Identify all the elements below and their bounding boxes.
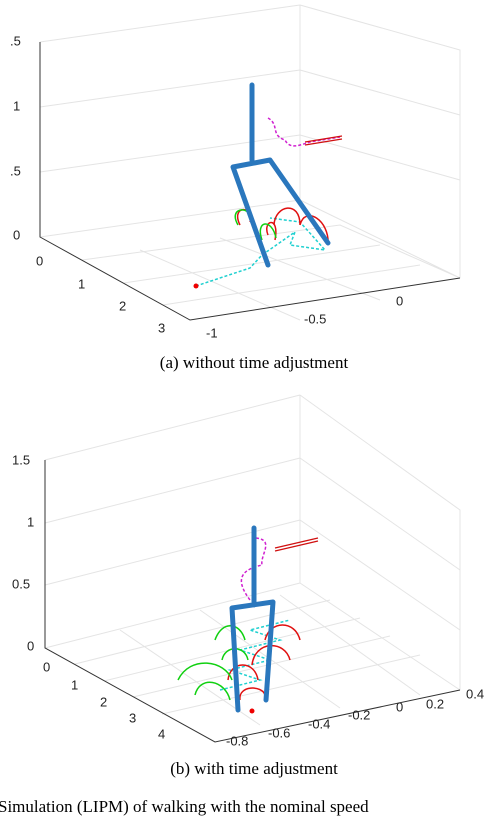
com-path bbox=[240, 537, 267, 601]
caption: (a) without time adjustment bbox=[160, 353, 349, 372]
y-tick: -0.4 bbox=[308, 716, 330, 731]
z-tick: 0.5 bbox=[12, 576, 30, 591]
robot bbox=[230, 82, 331, 268]
y-tick: 0.4 bbox=[466, 686, 484, 701]
grid bbox=[39, 4, 461, 321]
zmp-path bbox=[195, 217, 327, 287]
y-tick: 0.2 bbox=[426, 696, 444, 711]
zmp-path bbox=[219, 619, 291, 691]
com-path bbox=[267, 117, 341, 147]
z-tick: 0 bbox=[27, 638, 34, 653]
y-tick: -0.2 bbox=[348, 707, 370, 722]
figure-a: .5 1 .5 0 0 1 2 3 -1 -0.5 0 (a) without … bbox=[10, 4, 461, 372]
y-tick: 0 bbox=[396, 293, 403, 308]
figure-b: 1.5 1 0.5 0 0 1 2 3 4 -0.8 -0.6 -0.4 -0.… bbox=[12, 394, 484, 778]
caption: (b) with time adjustment bbox=[170, 759, 338, 778]
swing-green bbox=[177, 625, 249, 701]
robot bbox=[229, 525, 276, 713]
z-tick: 1 bbox=[27, 514, 34, 529]
y-tick: -0.8 bbox=[226, 733, 248, 748]
z-tick: .5 bbox=[10, 163, 21, 178]
arrow bbox=[274, 537, 319, 552]
z-tick: 0 bbox=[13, 227, 20, 242]
x-tick: 3 bbox=[158, 320, 165, 335]
x-tick: 2 bbox=[100, 694, 107, 709]
y-tick: -0.5 bbox=[304, 311, 326, 326]
y-tick: 0 bbox=[396, 699, 403, 714]
y-tick: -1 bbox=[206, 325, 218, 340]
arrow bbox=[304, 135, 343, 146]
x-tick: 4 bbox=[158, 726, 165, 741]
z-tick: .5 bbox=[10, 33, 21, 48]
x-tick: 1 bbox=[78, 276, 85, 291]
axes bbox=[39, 42, 461, 321]
axes bbox=[44, 460, 461, 743]
start bbox=[249, 708, 255, 714]
x-tick: 2 bbox=[119, 298, 126, 313]
z-tick: 1.5 bbox=[12, 452, 30, 467]
x-tick: 3 bbox=[129, 710, 136, 725]
x-tick: 0 bbox=[43, 659, 50, 674]
y-tick: -0.6 bbox=[268, 725, 290, 740]
start bbox=[193, 283, 199, 289]
x-tick: 0 bbox=[36, 253, 43, 268]
z-tick: 1 bbox=[13, 98, 20, 113]
x-tick: 1 bbox=[71, 677, 78, 692]
body-text: Simulation (LIPM) of walking with the no… bbox=[0, 797, 369, 816]
